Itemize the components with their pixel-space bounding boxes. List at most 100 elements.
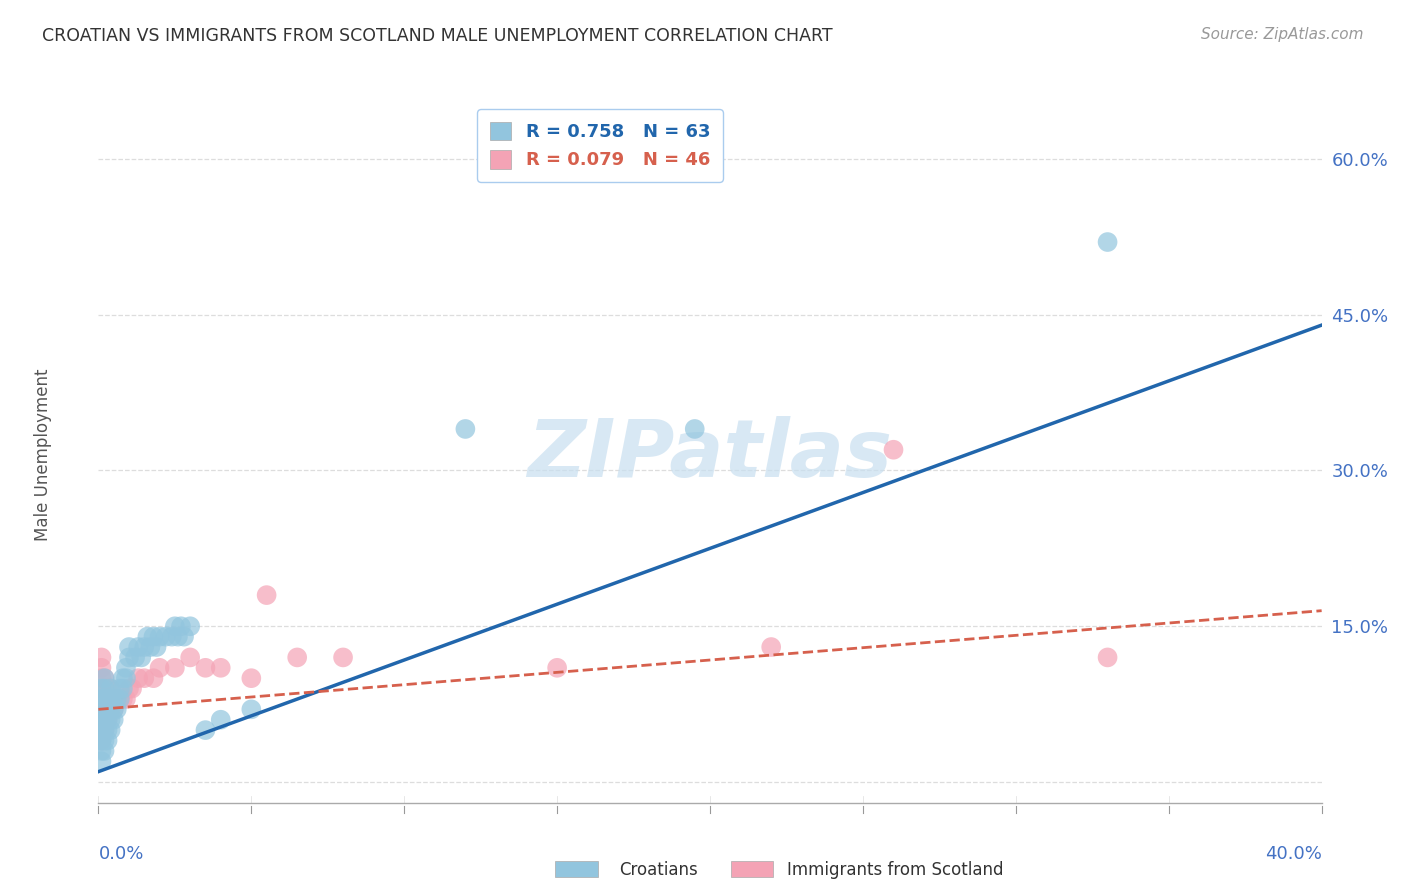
Point: [163, 619, 186, 633]
Point: [111, 692, 134, 706]
Point: [90, 702, 112, 716]
Text: CROATIAN VS IMMIGRANTS FROM SCOTLAND MALE UNEMPLOYMENT CORRELATION CHART: CROATIAN VS IMMIGRANTS FROM SCOTLAND MAL…: [42, 27, 832, 45]
Point: [100, 681, 122, 696]
Point: [115, 661, 138, 675]
Point: [285, 650, 308, 665]
Point: [90, 723, 112, 738]
Point: [139, 640, 162, 654]
Point: [93, 681, 115, 696]
Point: [90, 671, 112, 685]
Point: [90, 754, 112, 768]
Point: [111, 681, 134, 696]
Point: [118, 650, 141, 665]
Point: [160, 630, 183, 644]
Point: [149, 630, 172, 644]
Text: Male Unemployment: Male Unemployment: [34, 368, 52, 541]
Point: [108, 692, 131, 706]
Point: [93, 671, 115, 685]
Text: 40.0%: 40.0%: [1265, 845, 1322, 863]
Point: [90, 702, 112, 716]
Point: [124, 650, 146, 665]
Point: [97, 702, 120, 716]
Point: [142, 671, 165, 685]
Point: [93, 723, 115, 738]
Point: [173, 630, 195, 644]
Point: [93, 744, 115, 758]
Point: [118, 640, 141, 654]
Point: [93, 713, 115, 727]
Point: [142, 630, 165, 644]
Point: [93, 733, 115, 747]
Point: [105, 702, 128, 716]
Point: [90, 692, 112, 706]
Point: [1097, 650, 1119, 665]
Point: [759, 640, 782, 654]
Point: [332, 650, 354, 665]
Point: [194, 661, 217, 675]
Point: [136, 630, 159, 644]
FancyBboxPatch shape: [731, 861, 773, 877]
Point: [129, 650, 152, 665]
Point: [97, 713, 120, 727]
Point: [90, 650, 112, 665]
Point: [100, 702, 122, 716]
Point: [240, 671, 263, 685]
Point: [90, 733, 112, 747]
Point: [240, 702, 263, 716]
Point: [179, 619, 201, 633]
Point: [115, 692, 138, 706]
Text: Croatians: Croatians: [619, 861, 697, 879]
Point: [127, 671, 149, 685]
Point: [93, 692, 115, 706]
Point: [90, 723, 112, 738]
Point: [97, 713, 120, 727]
Point: [93, 671, 115, 685]
Point: [103, 692, 125, 706]
Point: [90, 681, 112, 696]
Point: [115, 671, 138, 685]
Point: [90, 733, 112, 747]
Point: [93, 723, 115, 738]
Point: [121, 681, 143, 696]
Point: [105, 692, 128, 706]
Point: [108, 681, 131, 696]
Text: ZIPatlas: ZIPatlas: [527, 416, 893, 494]
Point: [100, 723, 122, 738]
Point: [118, 681, 141, 696]
Point: [546, 661, 568, 675]
Point: [145, 640, 167, 654]
Text: 0.0%: 0.0%: [98, 845, 143, 863]
Point: [100, 692, 122, 706]
Point: [111, 671, 134, 685]
Point: [90, 733, 112, 747]
Point: [149, 661, 172, 675]
Point: [127, 640, 149, 654]
Point: [108, 692, 131, 706]
Point: [97, 692, 120, 706]
Point: [163, 661, 186, 675]
Point: [105, 692, 128, 706]
Point: [97, 733, 120, 747]
Point: [90, 661, 112, 675]
Point: [209, 661, 232, 675]
Point: [134, 671, 156, 685]
Point: [194, 723, 217, 738]
Point: [170, 619, 193, 633]
Point: [167, 630, 190, 644]
Point: [100, 713, 122, 727]
Point: [93, 702, 115, 716]
Point: [90, 713, 112, 727]
Point: [97, 702, 120, 716]
Point: [256, 588, 278, 602]
Point: [97, 681, 120, 696]
Point: [100, 681, 122, 696]
Point: [103, 702, 125, 716]
Point: [883, 442, 905, 457]
Point: [93, 702, 115, 716]
Point: [90, 744, 112, 758]
Point: [90, 723, 112, 738]
Point: [100, 702, 122, 716]
Point: [454, 422, 477, 436]
Point: [100, 692, 122, 706]
Point: [179, 650, 201, 665]
